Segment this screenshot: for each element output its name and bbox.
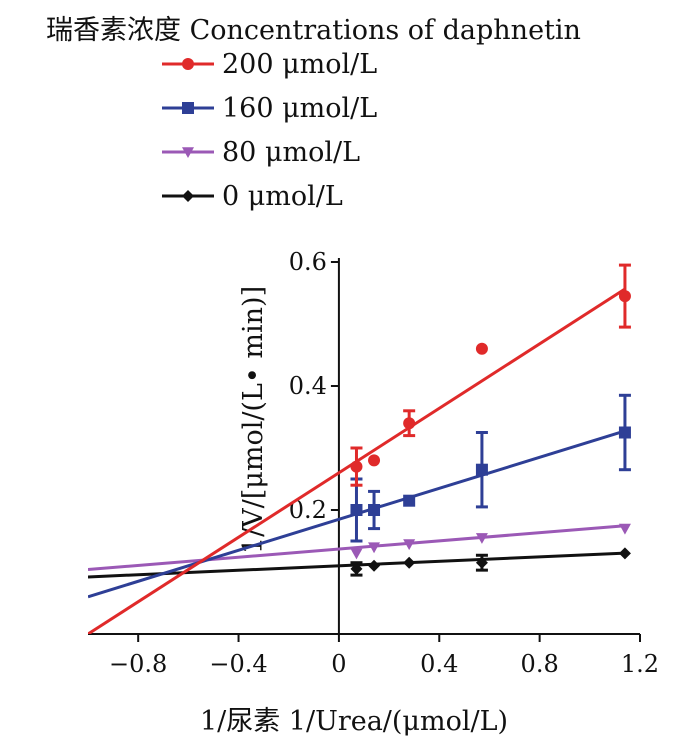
x-tick-label: −0.8 [109,650,167,678]
legend-label: 80 μmol/L [222,136,361,168]
data-point [475,463,488,476]
legend-label: 0 μmol/L [222,180,343,212]
series-1 [88,393,631,599]
data-point [618,426,631,439]
data-point [350,562,363,575]
y-axis-label: 1/V/[μmol/(L• min)] [238,286,269,554]
data-point [350,548,363,560]
x-tick-label: 1.2 [621,650,659,678]
data-point [350,504,363,516]
data-point [368,559,381,572]
legend-label: 200 μmol/L [222,48,378,80]
legend-item: 200 μmol/L [160,44,377,84]
legend-swatch [162,102,214,114]
legend-item: 80 μmol/L [160,132,360,172]
x-tick-label: 0.4 [420,650,458,678]
data-point [475,556,488,569]
x-axis-label: 1/尿素 1/Urea/(μmol/L) [200,706,508,737]
legend-swatch [162,190,214,202]
legend-swatch [162,58,214,70]
legend-marker [182,102,194,114]
data-point [403,539,416,551]
data-point [618,290,631,303]
legend-label: 160 μmol/L [222,92,378,124]
x-tick-label: 0 [331,650,346,678]
fit-line [88,524,626,572]
data-point [368,504,381,516]
legend-item: 0 μmol/L [160,176,343,216]
data-point [403,417,416,430]
legend-title: 瑞香素浓度 Concentrations of daphnetin [46,15,581,46]
y-tick-label: 0.6 [289,248,327,276]
series-3 [88,547,631,579]
data-point [403,494,416,507]
legend-marker [182,147,194,158]
data-point [368,454,381,467]
data-point [618,523,631,535]
series-2 [88,523,631,572]
data-point [475,533,488,544]
legend-marker [182,58,194,70]
x-tick-label: −0.4 [209,650,267,678]
data-point [475,342,488,355]
data-point [368,542,381,554]
y-tick-label: 0.4 [289,372,327,400]
series-0 [88,263,631,634]
data-point [350,460,363,473]
legend-swatch [162,147,214,158]
legend-item: 160 μmol/L [160,88,377,128]
x-tick-label: 0.8 [521,650,559,678]
data-point [618,547,631,560]
legend-marker [182,190,194,202]
data-point [403,556,416,569]
